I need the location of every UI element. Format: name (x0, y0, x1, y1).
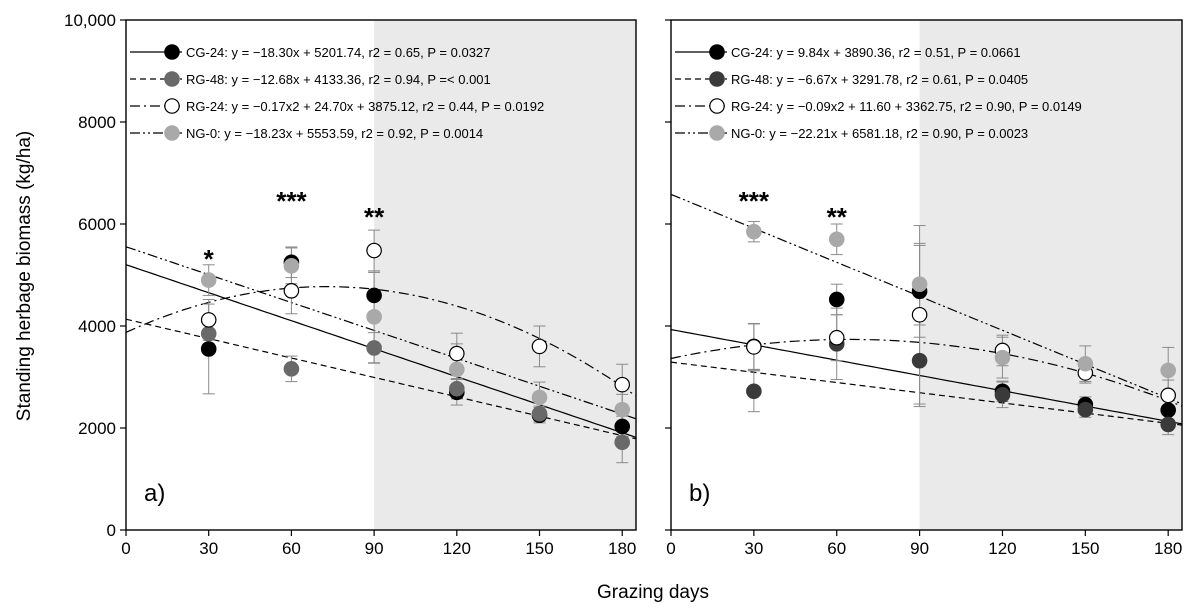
data-point (200, 312, 217, 328)
data-point (614, 376, 631, 393)
y-tick-label: 8000 (78, 113, 116, 132)
x-tick-label: 30 (744, 539, 763, 558)
data-point (283, 258, 300, 274)
legend-marker (164, 44, 180, 60)
data-point (994, 387, 1011, 403)
panel-a: 0 30 60 90 120 150 180 0 2000 4000 6000 8000 10,000 *… (64, 11, 637, 558)
y-tick-label: 2000 (78, 419, 116, 438)
x-tick-label: 180 (608, 539, 636, 558)
data-point (614, 434, 631, 451)
data-point (828, 291, 845, 308)
legend-marker (164, 125, 180, 141)
fit-line (125, 285, 637, 397)
x-tick-label: 120 (443, 539, 471, 558)
data-point (531, 405, 548, 422)
legend-label: RG-48: y = −12.68x + 4133.36, r2 = 0.94,… (186, 72, 491, 87)
data-point (1160, 387, 1176, 404)
data-point (449, 380, 465, 397)
data-point (531, 338, 548, 355)
panel-label: a) (144, 480, 165, 507)
panel-label: b) (689, 480, 710, 507)
significance-marker: *** (739, 186, 770, 216)
data-point (614, 418, 631, 435)
legend-marker (709, 125, 725, 141)
legend-label: CG-24: y = 9.84x + 3890.36, r2 = 0.51, P… (731, 45, 1021, 60)
significance-marker: ** (827, 202, 848, 232)
data-point (449, 345, 465, 362)
plot-frame (670, 19, 1183, 531)
data-point (994, 349, 1011, 366)
data-point (366, 287, 382, 304)
panel-b: 0 30 60 90 120 150 180*****CG-24: y = 9.84x + … (665, 19, 1183, 558)
data-point (200, 325, 217, 342)
data-point (283, 361, 300, 377)
x-tick-label: 150 (1071, 539, 1099, 558)
x-tick-label: 90 (910, 539, 929, 558)
shaded-region (374, 20, 636, 530)
x-tick-label: 60 (282, 539, 301, 558)
data-point (1160, 416, 1176, 433)
legend-marker (164, 71, 180, 87)
data-point (1077, 401, 1094, 418)
data-point (1077, 355, 1094, 372)
legend-label: CG-24: y = −18.30x + 5201.74, r2 = 0.65,… (186, 45, 490, 60)
x-tick-label: 120 (988, 539, 1016, 558)
data-point (200, 341, 217, 357)
y-tick-label: 10,000 (64, 11, 116, 30)
legend-label: RG-24: y = −0.17x2 + 24.70x + 3875.12, r… (186, 99, 544, 114)
data-point (746, 223, 762, 240)
legend-marker (709, 98, 725, 114)
data-point (366, 242, 382, 259)
data-point (746, 339, 762, 355)
plot-frame (125, 19, 637, 531)
x-axis-title: Grazing days (597, 582, 709, 603)
data-point (746, 383, 762, 400)
fit-line (670, 361, 1183, 426)
legend-marker (709, 71, 725, 87)
data-point (200, 272, 217, 288)
y-tick-label: 4000 (78, 317, 116, 336)
legend-label: NG-0: y = −18.23x + 5553.59, r2 = 0.92, … (186, 126, 483, 141)
fit-line (125, 318, 637, 440)
x-tick-label: 180 (1154, 539, 1182, 558)
data-point (911, 352, 928, 369)
x-tick-label: 0 (666, 539, 675, 558)
data-point (614, 401, 631, 418)
significance-marker: *** (276, 186, 307, 216)
significance-marker: ** (364, 202, 385, 232)
shaded-region (919, 20, 1182, 530)
y-tick-label: 6000 (78, 215, 116, 234)
data-point (449, 361, 465, 378)
data-point (366, 309, 382, 325)
x-tick-label: 90 (365, 539, 384, 558)
x-tick-label: 60 (827, 539, 846, 558)
data-point (1160, 402, 1176, 418)
legend-marker (164, 98, 180, 114)
significance-marker: * (204, 244, 215, 274)
data-point (531, 389, 548, 406)
legend-label: NG-0: y = −22.21x + 6581.18, r2 = 0.90, … (731, 126, 1028, 141)
x-tick-label: 150 (525, 539, 553, 558)
y-tick-label: 0 (107, 521, 116, 540)
data-point (911, 306, 928, 323)
data-point (366, 340, 382, 356)
data-point (911, 276, 928, 292)
data-point (283, 283, 300, 299)
x-tick-label: 0 (121, 539, 130, 558)
data-point (1160, 362, 1176, 379)
data-point (828, 231, 845, 248)
y-axis-title: Standing herbage biomass (kg/ha) (14, 131, 35, 421)
legend-label: RG-48: y = −6.67x + 3291.78, r2 = 0.61, … (731, 72, 1028, 87)
x-tick-label: 30 (199, 539, 218, 558)
legend-marker (709, 44, 725, 60)
data-point (828, 329, 845, 346)
legend-label: RG-24: y = −0.09x2 + 11.60 + 3362.75, r2… (731, 99, 1082, 114)
